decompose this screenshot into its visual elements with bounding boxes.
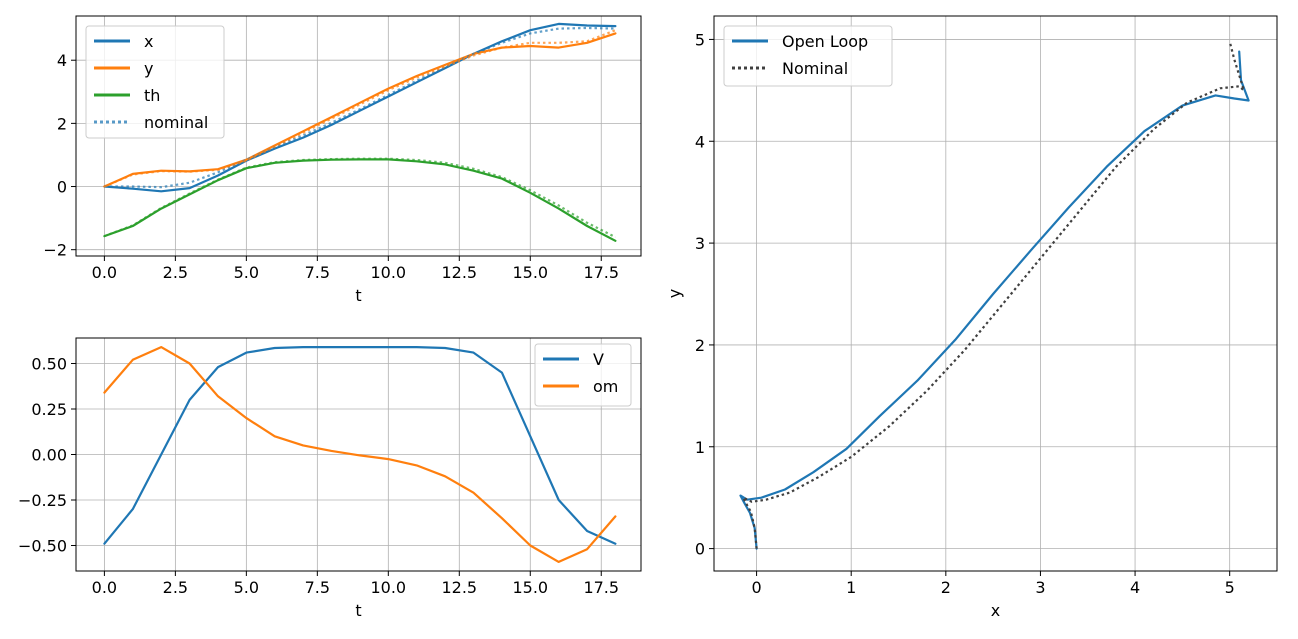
legend: Open Loop Nominal: [723, 25, 893, 87]
y-tick-label: 2: [57, 114, 67, 133]
y-tick-label: 0: [57, 178, 67, 197]
series-line-nominal-5: [104, 157, 616, 239]
x-tick-label: 10.0: [370, 578, 406, 597]
legend-label: x: [144, 32, 153, 51]
legend-box: [534, 343, 632, 407]
y-tick-label: 3: [695, 234, 705, 253]
x-tick-label: 5: [1225, 578, 1235, 597]
axes-frame: [713, 15, 1278, 572]
y-tick-label: 0.50: [31, 354, 67, 373]
legend-box: [85, 25, 225, 139]
series-line-nominal: [104, 26, 616, 189]
series-line-open-loop: [739, 50, 1250, 550]
x-tick-label: 5.0: [234, 578, 259, 597]
y-tick-label: −0.25: [18, 491, 67, 510]
y-tick-label: 1: [695, 438, 705, 457]
y-tick-label: 0: [695, 540, 705, 559]
series-line-x: [103, 22, 617, 193]
x-tick-label: 12.5: [441, 578, 477, 597]
chart-trajectory-xy: 0 1 2 3 4 5 0 1 2 3 4 5 x y Open Loop Nominal: [665, 15, 1278, 620]
x-tick-label: 3: [1035, 578, 1045, 597]
legend-label: th: [144, 86, 160, 105]
legend-label: Open Loop: [782, 32, 868, 51]
x-tick-label: 15.0: [512, 578, 548, 597]
x-tick-label: 7.5: [305, 263, 330, 282]
x-tick-label: 1: [846, 578, 856, 597]
x-tick-label: 10.0: [370, 263, 406, 282]
x-axis-label: t: [355, 601, 361, 620]
legend: xy th nominal: [85, 25, 225, 139]
x-tick-label: 0.0: [92, 578, 117, 597]
x-tick-label: 17.5: [583, 263, 619, 282]
x-tick-label: 0: [751, 578, 761, 597]
legend-label: y: [144, 59, 153, 78]
x-tick-label: 15.0: [512, 263, 548, 282]
x-tick-label: 2.5: [163, 578, 188, 597]
x-tick-label: 12.5: [441, 263, 477, 282]
x-tick-label: 17.5: [583, 578, 619, 597]
x-tick-label: 7.5: [305, 578, 330, 597]
legend-label: om: [593, 377, 618, 396]
y-tick-label: 5: [695, 30, 705, 49]
series-line-om: [103, 346, 617, 564]
legend-label: Nominal: [782, 59, 848, 78]
x-tick-label: 2: [941, 578, 951, 597]
y-tick-label: 0.25: [31, 400, 67, 419]
y-axis-label: y: [665, 289, 684, 298]
legend: Vom: [534, 343, 632, 407]
x-tick-label: 5.0: [234, 263, 259, 282]
x-tick-label: 0.0: [92, 263, 117, 282]
x-tick-label: 4: [1130, 578, 1140, 597]
x-tick-label: 2.5: [163, 263, 188, 282]
chart-states-vs-time: 0.0 2.5 5.0 7.5 10.0 12.5 15.0 17.5 −2 0 2 4 t xy th no…: [43, 15, 642, 305]
legend-label: nominal: [144, 113, 208, 132]
y-tick-label: 2: [695, 336, 705, 355]
axes-frame: [75, 15, 642, 257]
x-axis-label: t: [355, 286, 361, 305]
y-tick-label: −2: [43, 241, 67, 260]
series-line-v: [103, 346, 617, 545]
y-tick-label: 4: [57, 51, 67, 70]
series-line-y: [103, 32, 617, 188]
chart-controls-vs-time: 0.0 2.5 5.0 7.5 10.0 12.5 15.0 17.5 −0.50 −0.25 0.…: [18, 337, 642, 620]
y-tick-label: −0.50: [18, 537, 67, 556]
y-tick-label: 4: [695, 132, 705, 151]
x-axis-label: x: [991, 601, 1000, 620]
y-tick-label: 0.00: [31, 446, 67, 465]
legend-label: V: [593, 350, 604, 369]
